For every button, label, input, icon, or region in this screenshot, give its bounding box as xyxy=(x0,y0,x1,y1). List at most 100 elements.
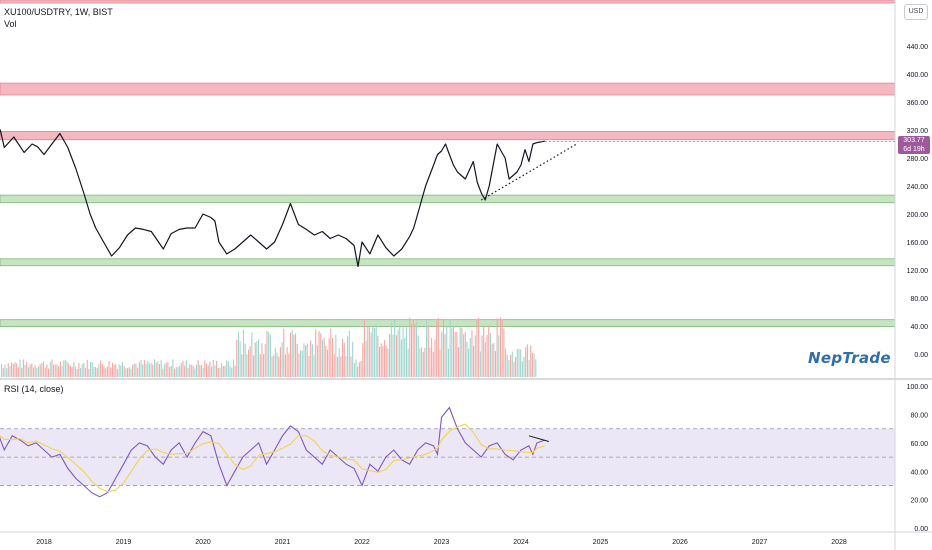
price-tick-label: 40.00 xyxy=(910,324,928,331)
volume-label: Vol xyxy=(4,19,17,29)
volume-bar xyxy=(150,362,152,377)
volume-bar xyxy=(528,359,530,377)
volume-bar xyxy=(174,368,176,377)
volume-bar xyxy=(501,319,503,377)
volume-bar xyxy=(209,361,211,377)
volume-bar xyxy=(400,339,402,377)
volume-bar xyxy=(266,330,268,377)
volume-bar xyxy=(264,344,266,377)
volume-bar xyxy=(11,362,13,377)
volume-bar xyxy=(153,359,155,377)
volume-bar xyxy=(368,327,371,377)
price-series xyxy=(0,129,545,268)
volume-bar xyxy=(296,344,298,377)
volume-bar xyxy=(26,362,28,377)
volume-bar xyxy=(91,362,93,377)
volume-bar xyxy=(147,361,149,377)
volume-bar xyxy=(426,320,428,377)
volume-bar xyxy=(375,324,377,377)
volume-bar xyxy=(330,328,332,377)
volume-bar xyxy=(53,364,55,377)
volume-bar xyxy=(347,336,349,377)
volume-bar xyxy=(9,366,11,377)
volume-bar xyxy=(300,350,302,377)
volume-bar xyxy=(441,331,443,377)
volume-bar xyxy=(365,340,367,377)
volume-bar xyxy=(352,341,354,377)
volume-bar xyxy=(128,367,130,377)
volume-bar xyxy=(415,322,418,377)
volume-bar xyxy=(254,342,256,377)
volume-bar xyxy=(525,347,527,377)
volume-bar xyxy=(476,319,478,377)
volume-bar xyxy=(343,342,345,377)
volume-bar xyxy=(160,360,162,377)
volume-bar xyxy=(224,365,226,377)
support-zone-upper xyxy=(0,194,896,204)
volume-bar xyxy=(17,367,19,377)
volume-bar xyxy=(71,366,73,377)
volume-bar xyxy=(63,360,65,377)
currency-button[interactable]: USD xyxy=(904,4,928,20)
volume-bar xyxy=(286,347,288,377)
volume-bar xyxy=(308,356,310,377)
volume-bar xyxy=(385,345,387,377)
volume-bar xyxy=(293,334,295,377)
rsi-ma-series xyxy=(0,423,545,493)
volume-bar xyxy=(320,333,322,377)
volume-bar xyxy=(274,348,276,377)
volume-bar xyxy=(305,345,307,377)
trendline xyxy=(480,143,577,201)
volume-bar xyxy=(505,348,507,377)
volume-bar xyxy=(96,368,98,377)
volume-bar xyxy=(498,335,500,377)
volume-bar xyxy=(449,319,451,377)
volume-bar xyxy=(189,364,191,377)
volume-bar xyxy=(340,356,342,377)
volume-bar xyxy=(39,364,41,377)
volume-bar xyxy=(481,335,483,377)
volume-bar xyxy=(261,343,263,377)
volume-bar xyxy=(306,343,308,377)
volume-bar xyxy=(226,359,228,377)
volume-bar xyxy=(409,317,411,377)
volume-bar xyxy=(64,359,66,377)
volume-bar xyxy=(421,347,423,377)
volume-bar xyxy=(58,366,60,377)
volume-bar xyxy=(535,359,537,377)
volume-bar xyxy=(353,363,355,377)
volume-bar xyxy=(259,354,261,377)
volume-bar xyxy=(363,318,365,377)
volume-bar xyxy=(464,332,466,377)
volume-bar xyxy=(333,354,335,377)
volume-bar xyxy=(303,343,305,377)
volume-bar xyxy=(179,365,181,377)
volume-bar xyxy=(439,349,441,377)
volume-bar xyxy=(515,357,517,377)
time-tick-label: 2027 xyxy=(752,539,768,546)
volume-bar xyxy=(360,361,362,377)
volume-bar xyxy=(478,317,480,377)
volume-bar xyxy=(342,338,344,377)
price-tick-label: 440.00 xyxy=(907,44,929,51)
volume-bar xyxy=(31,363,33,377)
volume-bar xyxy=(315,329,317,377)
time-tick-label: 2020 xyxy=(195,539,211,546)
time-tick-label: 2028 xyxy=(831,539,847,546)
time-tick-label: 2025 xyxy=(593,539,609,546)
volume-bar xyxy=(169,366,171,377)
volume-bar xyxy=(382,346,384,377)
volume-bar xyxy=(27,367,29,377)
time-tick-label: 2022 xyxy=(354,539,370,546)
volume-bar xyxy=(473,345,475,377)
price-tag-countdown: 6d 19h xyxy=(903,146,925,153)
volume-bar xyxy=(405,327,407,377)
volume-bar xyxy=(24,364,26,377)
volume-bar xyxy=(357,366,359,377)
volume-bar xyxy=(268,331,270,377)
volume-bar xyxy=(518,349,520,377)
volume-bar xyxy=(221,363,223,377)
volume-bar xyxy=(510,354,512,377)
volume-bar xyxy=(200,365,203,377)
volume-bar xyxy=(316,345,318,377)
